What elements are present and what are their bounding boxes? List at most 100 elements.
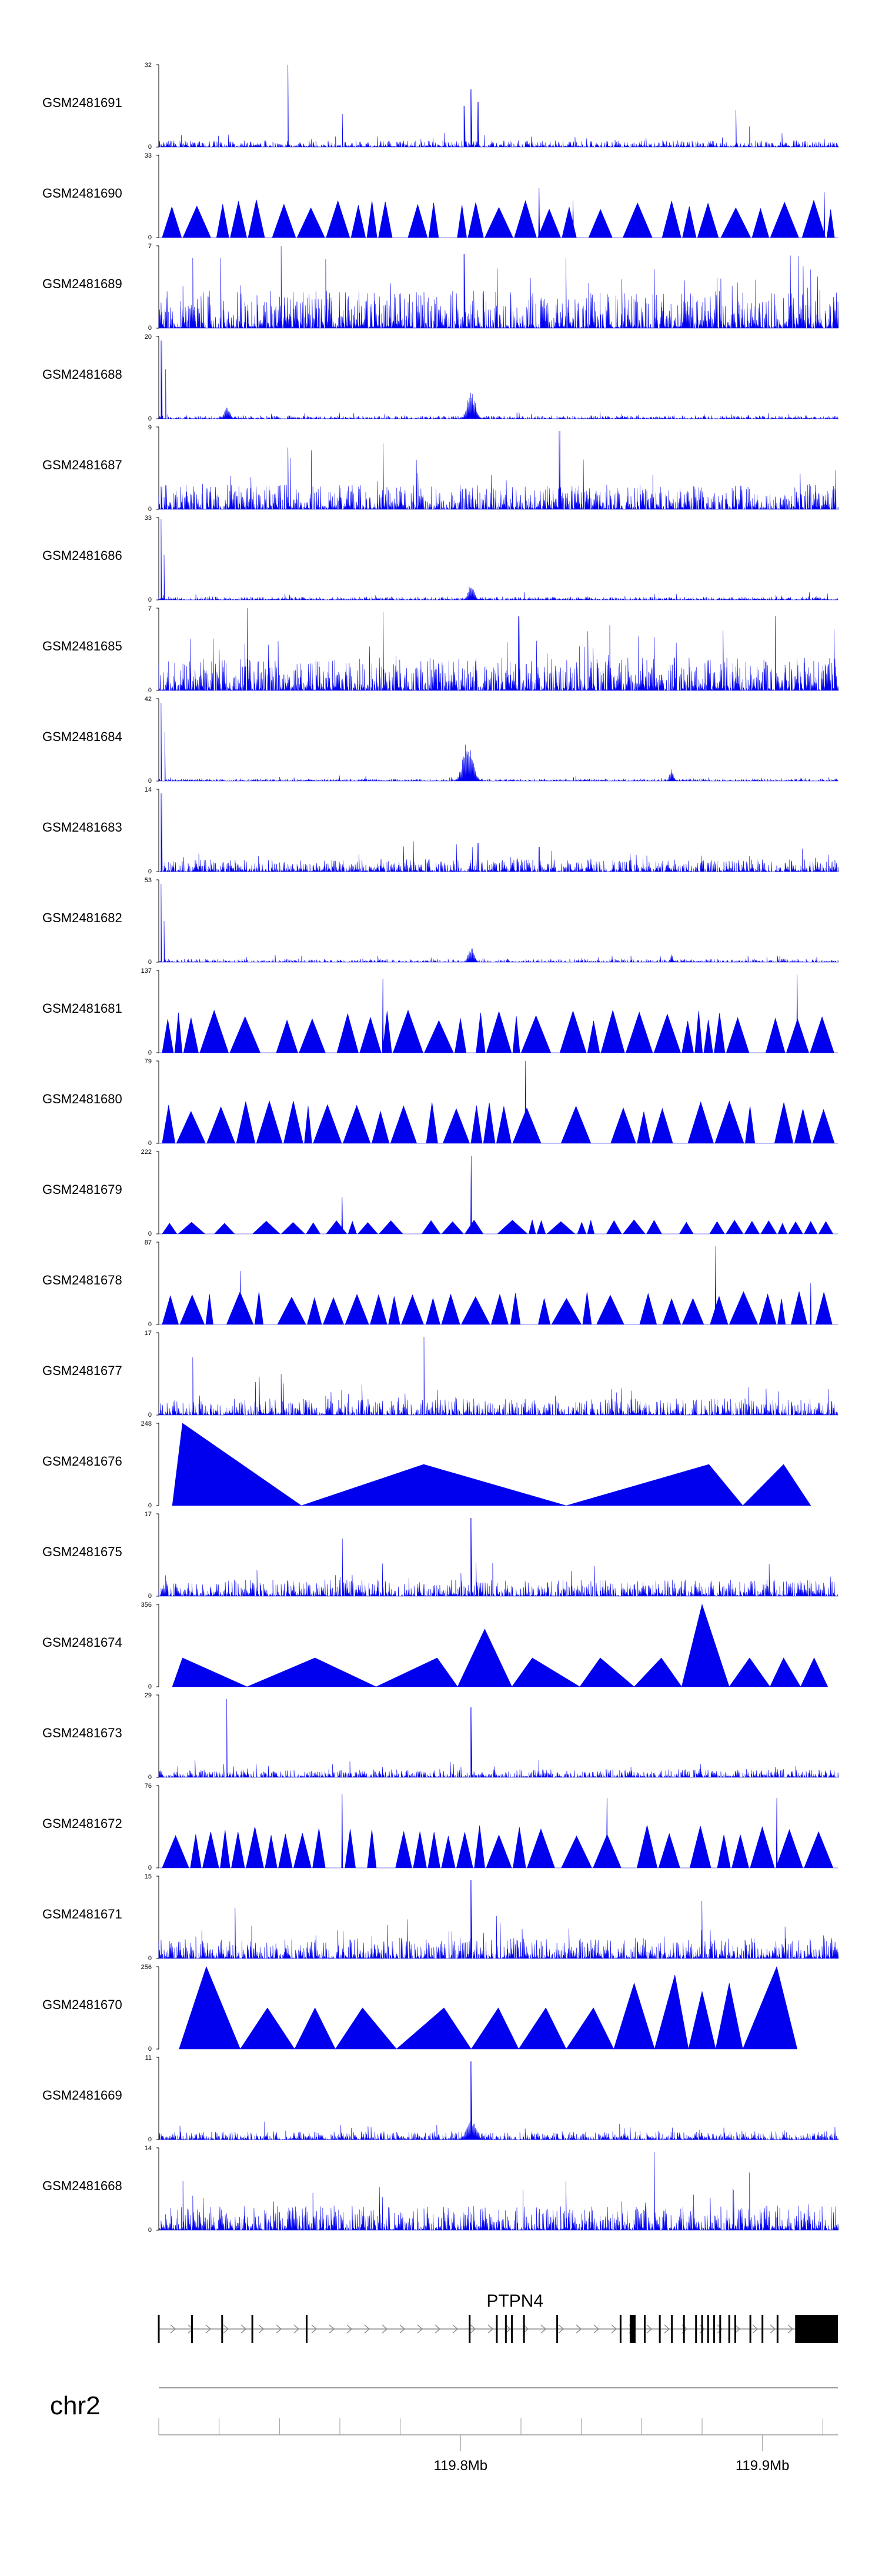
gene-exon	[629, 2315, 636, 2343]
gene-exon	[643, 2315, 646, 2343]
ymin-label: 0	[148, 415, 152, 422]
strand-arrow	[223, 2324, 229, 2334]
ymin-label: 0	[148, 1502, 152, 1509]
strand-arrow	[558, 2324, 564, 2334]
strand-arrow	[540, 2324, 547, 2334]
strand-arrow	[311, 2324, 318, 2334]
strand-arrow	[170, 2324, 176, 2334]
strand-arrow	[417, 2324, 423, 2334]
gene-exon	[469, 2315, 471, 2343]
gene-exon	[505, 2315, 507, 2343]
track-label: GSM2481686	[42, 548, 122, 563]
strand-arrow	[576, 2324, 582, 2334]
track-label: GSM2481683	[42, 820, 122, 835]
track-label: GSM2481671	[42, 1907, 122, 1921]
ymax-label: 17	[145, 1511, 152, 1518]
gene-exon	[523, 2315, 525, 2343]
ymin-label: 0	[148, 1321, 152, 1328]
ymin-label: 0	[148, 959, 152, 966]
ymax-label: 76	[145, 1783, 152, 1790]
strand-arrow	[523, 2324, 529, 2334]
gene-name: PTPN4	[486, 2291, 543, 2311]
signal-area	[158, 340, 840, 419]
ymax-label: 29	[145, 1692, 152, 1699]
signal-area	[158, 1517, 838, 1597]
ymax-label: 222	[141, 1149, 152, 1156]
gene-exon	[795, 2315, 838, 2343]
ymin-label: 0	[148, 868, 152, 875]
signal-area	[179, 1966, 798, 2050]
strand-arrow	[346, 2324, 353, 2334]
signal-area	[158, 608, 839, 691]
strand-arrow	[611, 2324, 617, 2334]
signal-area	[159, 188, 838, 238]
ymax-label: 137	[141, 967, 152, 975]
track-label: GSM2481681	[42, 1001, 122, 1016]
gene-exon	[695, 2315, 697, 2343]
ymax-label: 256	[141, 1964, 152, 1971]
ymax-label: 20	[145, 333, 152, 341]
gene-exon	[728, 2315, 730, 2343]
gene-exon	[191, 2315, 193, 2343]
strand-arrow	[364, 2324, 370, 2334]
signal-area	[158, 2151, 839, 2231]
strand-arrow	[664, 2324, 670, 2334]
track-label: GSM2481684	[42, 729, 122, 744]
ymin-label: 0	[148, 325, 152, 332]
gene-exon	[158, 2315, 160, 2343]
ymin-label: 0	[148, 144, 152, 151]
signal-area	[172, 1423, 811, 1506]
gene-exon	[619, 2315, 622, 2343]
track-label: GSM2481670	[42, 1997, 122, 2012]
strand-arrow	[752, 2324, 759, 2334]
strand-arrow	[258, 2324, 265, 2334]
track-label: GSM2481690	[42, 186, 122, 201]
track-label: GSM2481675	[42, 1544, 122, 1559]
ymax-label: 15	[145, 1873, 152, 1880]
ymin-label: 0	[148, 1774, 152, 1781]
gene-exon	[671, 2315, 673, 2343]
track-label: GSM2481685	[42, 639, 122, 653]
signal-area	[158, 519, 838, 600]
signal-area	[159, 1246, 838, 1325]
ymax-label: 14	[145, 786, 152, 793]
signal-area	[159, 974, 838, 1053]
ymin-label: 0	[148, 1955, 152, 1962]
strand-arrow	[435, 2324, 441, 2334]
signal-area	[158, 245, 839, 329]
x-tick-label: 119.8Mb	[434, 2458, 488, 2474]
track-label: GSM2481679	[42, 1182, 122, 1197]
ymin-label: 0	[148, 1140, 152, 1147]
gene-exon	[749, 2315, 751, 2343]
track-label: GSM2481687	[42, 458, 122, 472]
gene-exon	[707, 2315, 709, 2343]
ymin-label: 0	[148, 1230, 152, 1237]
ymin-label: 0	[148, 506, 152, 513]
signal-area	[159, 1155, 838, 1234]
ymax-label: 33	[145, 152, 152, 159]
gene-exon	[659, 2315, 661, 2343]
ymax-label: 33	[145, 515, 152, 522]
track-label: GSM2481674	[42, 1635, 122, 1650]
ymin-label: 0	[148, 1049, 152, 1056]
signal-area	[159, 1060, 838, 1144]
ymax-label: 7	[148, 605, 152, 612]
ymax-label: 14	[145, 2145, 152, 2152]
signal-area	[159, 793, 839, 872]
x-tick-label: 119.9Mb	[736, 2458, 790, 2474]
strand-arrow	[646, 2324, 653, 2334]
strand-arrow	[734, 2324, 741, 2334]
gene-exon	[776, 2315, 779, 2343]
ymax-label: 9	[148, 424, 152, 431]
track-label: GSM2481678	[42, 1273, 122, 1287]
ymin-label: 0	[148, 778, 152, 785]
chromosome-label: chr2	[50, 2391, 101, 2420]
ymin-label: 0	[148, 2136, 152, 2143]
strand-arrow	[452, 2324, 459, 2334]
track-label: GSM2481668	[42, 2178, 122, 2193]
signal-area	[158, 1336, 838, 1416]
gene-exon	[496, 2315, 498, 2343]
strand-arrow	[188, 2324, 194, 2334]
strand-arrow	[329, 2324, 335, 2334]
ymin-label: 0	[148, 1864, 152, 1871]
